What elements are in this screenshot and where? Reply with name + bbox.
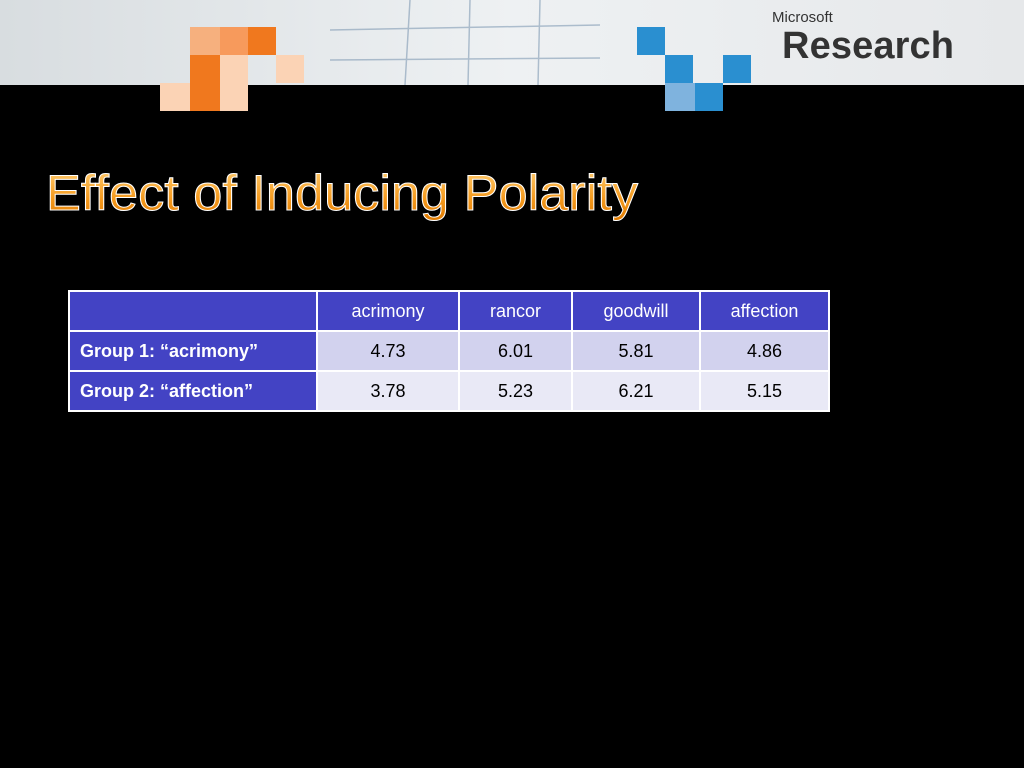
- value-cell: 5.81: [571, 330, 701, 372]
- column-header: rancor: [458, 290, 573, 332]
- column-header: acrimony: [316, 290, 460, 332]
- value-cell: 6.01: [458, 330, 573, 372]
- table-row: Group 1: “acrimony” 4.73 6.01 5.81 4.86: [68, 330, 830, 372]
- results-table: acrimony rancor goodwill affection Group 1:…: [68, 290, 830, 412]
- value-cell: 4.73: [316, 330, 460, 372]
- title-box: Effect of Inducing Polarity: [46, 165, 639, 222]
- corner-cell: [68, 290, 318, 332]
- row-label: Group 1: “acrimony”: [68, 330, 318, 372]
- column-header: goodwill: [571, 290, 701, 332]
- value-cell: 6.21: [571, 370, 701, 412]
- header-row: acrimony rancor goodwill affection: [68, 290, 830, 332]
- header-banner: Microsoft Research: [0, 0, 1024, 111]
- brand-product: Research: [782, 25, 954, 67]
- row-label: Group 2: “affection”: [68, 370, 318, 412]
- table-body: Group 1: “acrimony” 4.73 6.01 5.81 4.86 Group…: [68, 330, 830, 412]
- slide-title: Effect of Inducing Polarity: [46, 165, 638, 221]
- column-header: affection: [699, 290, 830, 332]
- value-cell: 5.23: [458, 370, 573, 412]
- value-cell: 5.15: [699, 370, 830, 412]
- value-cell: 3.78: [316, 370, 460, 412]
- brand-company: Microsoft: [772, 9, 834, 26]
- table-row: Group 2: “affection” 3.78 5.23 6.21 5.15: [68, 370, 830, 412]
- value-cell: 4.86: [699, 330, 830, 372]
